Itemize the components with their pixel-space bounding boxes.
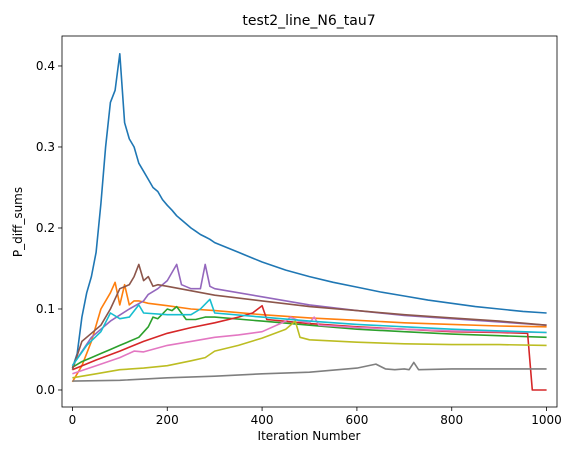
chart-title: test2_line_N6_tau7	[242, 13, 375, 29]
series-line-8	[72, 361, 547, 382]
series-line-7	[72, 316, 547, 375]
series-line-1	[71, 52, 547, 369]
series-line-6	[71, 263, 547, 370]
x-tick-label: 600	[345, 413, 368, 427]
x-axis: 0 200 400 600 800 1000	[69, 407, 562, 427]
y-tick-label: 0.3	[36, 140, 55, 154]
x-tick-label: 400	[251, 413, 274, 427]
y-axis: 0.0 0.1 0.2 0.3 0.4	[36, 59, 62, 397]
y-axis-label: P_diff_sums	[11, 187, 25, 257]
y-tick-label: 0.0	[36, 383, 55, 397]
x-tick-label: 0	[69, 413, 77, 427]
plot-frame	[61, 35, 558, 408]
y-tick-label: 0.1	[36, 302, 55, 316]
x-tick-label: 200	[156, 413, 179, 427]
y-tick-label: 0.4	[36, 59, 55, 73]
x-tick-label: 1000	[531, 413, 562, 427]
series-line-10	[71, 298, 547, 367]
x-tick-label: 800	[440, 413, 463, 427]
series-line-9	[72, 320, 547, 379]
series-line-3	[71, 305, 547, 368]
y-tick-label: 0.2	[36, 221, 55, 235]
x-axis-label: Iteration Number	[258, 429, 361, 443]
series-layer	[71, 52, 547, 391]
series-line-2	[71, 281, 547, 383]
